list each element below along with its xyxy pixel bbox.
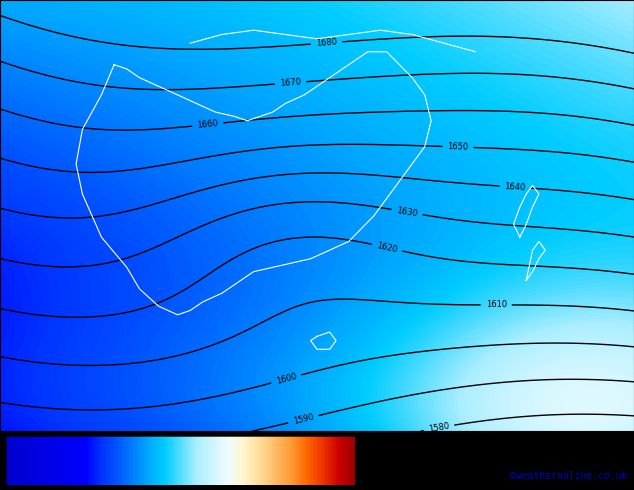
Text: 1580: 1580 (428, 421, 450, 434)
Text: 1670: 1670 (280, 77, 301, 88)
Text: 1660: 1660 (197, 119, 219, 130)
Text: 1620: 1620 (376, 241, 398, 254)
Text: 1680: 1680 (316, 38, 337, 48)
Text: 1600: 1600 (275, 372, 297, 386)
Text: 1640: 1640 (505, 182, 526, 192)
Text: 1650: 1650 (448, 142, 469, 152)
Text: 1610: 1610 (486, 300, 507, 309)
Text: ©weatheronline.co.uk: ©weatheronline.co.uk (510, 471, 628, 481)
Text: Th 26-09-2024 06:00 UTC (12+90): Th 26-09-2024 06:00 UTC (12+90) (418, 440, 628, 450)
Text: Height/Temp. 100 hPa [gdmp][°C] GFS: Height/Temp. 100 hPa [gdmp][°C] GFS (6, 440, 243, 450)
Text: 1590: 1590 (292, 413, 314, 426)
Text: 1630: 1630 (396, 206, 418, 219)
